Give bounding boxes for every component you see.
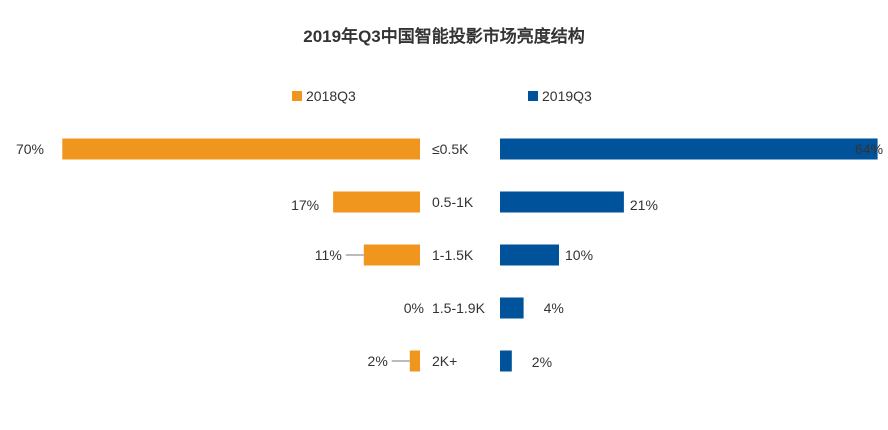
bar-2019q3 (500, 138, 878, 160)
data-label-2018q3: 0% (404, 300, 424, 316)
category-label: 0.5-1K (432, 194, 474, 210)
bar-2019q3 (500, 244, 559, 266)
legend-swatch-2019q3 (528, 91, 538, 101)
bar-2018q3 (62, 138, 421, 160)
bar-2019q3 (500, 191, 624, 213)
category-label: 1-1.5K (432, 247, 474, 263)
data-label-2019q3: 4% (544, 300, 564, 316)
data-label-2018q3: 11% (315, 247, 342, 263)
legend-label-2018q3: 2018Q3 (306, 88, 356, 104)
legend-swatch-2018q3 (292, 91, 302, 101)
bar-2018q3 (333, 191, 420, 213)
data-label-2018q3: 70% (16, 141, 44, 157)
bar-2018q3 (363, 244, 420, 266)
data-label-2018q3: 17% (291, 197, 319, 213)
bar-2019q3 (500, 297, 524, 319)
category-label: ≤0.5K (432, 141, 469, 157)
bar-2019q3 (500, 350, 512, 372)
data-label-2018q3: 2% (368, 353, 388, 369)
bar-2018q3 (409, 350, 420, 372)
data-label-2019q3: 2% (532, 354, 552, 370)
category-label: 2K+ (432, 353, 457, 369)
data-label-2019q3: 64% (855, 141, 883, 157)
category-label: 1.5-1.9K (432, 300, 486, 316)
data-label-2019q3: 21% (630, 197, 658, 213)
chart-title: 2019年Q3中国智能投影市场亮度结构 (303, 26, 585, 46)
legend-label-2019q3: 2019Q3 (542, 88, 592, 104)
data-label-2019q3: 10% (565, 247, 593, 263)
